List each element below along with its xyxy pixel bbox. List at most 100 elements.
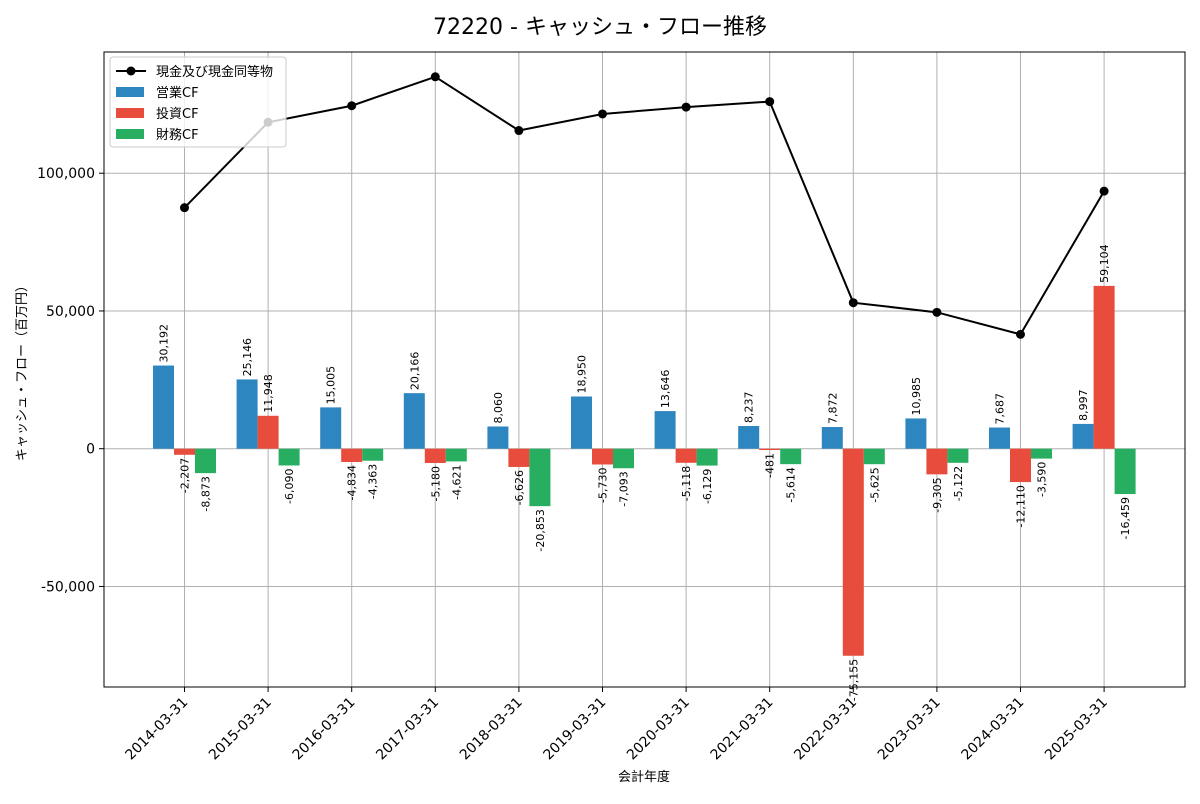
line-point-2014-03-31 <box>180 203 189 213</box>
data-label-財務CF-2021-03-31: -5,614 <box>785 467 798 502</box>
bar-投資CF-2018-03-31 <box>508 448 530 467</box>
x-tick-label: 2024-03-31 <box>958 695 1027 764</box>
data-label-投資CF-2016-03-31: -4,834 <box>346 465 359 500</box>
line-point-2017-03-31 <box>430 72 440 82</box>
bar-layer <box>153 285 1136 656</box>
y-tick-label: 100,000 <box>37 166 95 182</box>
bar-投資CF-2015-03-31 <box>257 415 279 449</box>
bar-財務CF-2018-03-31 <box>529 448 551 507</box>
x-tick-label: 2018-03-31 <box>457 695 526 764</box>
data-label-投資CF-2018-03-31: -6,626 <box>513 470 526 505</box>
bar-投資CF-2022-03-31 <box>842 448 864 656</box>
data-label-財務CF-2016-03-31: -4,363 <box>367 464 380 499</box>
x-tick-label: 2021-03-31 <box>708 695 777 764</box>
data-label-財務CF-2014-03-31: -8,873 <box>200 476 213 511</box>
bar-投資CF-2016-03-31 <box>341 448 363 463</box>
bar-営業CF-2022-03-31 <box>821 427 843 449</box>
bar-営業CF-2025-03-31 <box>1072 423 1094 449</box>
data-label-営業CF-2016-03-31: 15,005 <box>325 366 338 405</box>
bar-投資CF-2017-03-31 <box>424 448 446 463</box>
data-label-投資CF-2024-03-31: -12,110 <box>1015 485 1028 527</box>
x-axis: 2014-03-31 2015-03-31 2016-03-31 2017-03-31… <box>122 687 1111 764</box>
data-label-営業CF-2014-03-31: 30,192 <box>158 324 171 363</box>
bar-財務CF-2025-03-31 <box>1114 448 1136 495</box>
data-label-営業CF-2022-03-31: 7,872 <box>826 393 839 425</box>
plot-frame <box>103 51 1186 688</box>
x-tick-label: 2015-03-31 <box>206 695 275 764</box>
bar-財務CF-2019-03-31 <box>613 448 634 469</box>
line-point-2020-03-31 <box>681 102 691 112</box>
legend-line-marker <box>126 66 136 76</box>
line-現金及び現金同等物 <box>183 75 1105 336</box>
bar-財務CF-2020-03-31 <box>696 448 718 466</box>
bar-営業CF-2023-03-31 <box>905 418 927 449</box>
line-point-2024-03-31 <box>1016 329 1025 339</box>
data-label-財務CF-2017-03-31: -4,621 <box>450 464 463 499</box>
bar-営業CF-2015-03-31 <box>236 379 258 449</box>
data-label-財務CF-2024-03-31: -3,590 <box>1036 462 1049 497</box>
data-label-財務CF-2018-03-31: -20,853 <box>534 509 547 551</box>
bar-財務CF-2021-03-31 <box>780 448 802 465</box>
data-label-投資CF-2014-03-31: -2,207 <box>179 458 192 493</box>
line-point-2021-03-31 <box>765 97 775 107</box>
bar-営業CF-2019-03-31 <box>571 396 592 449</box>
data-label-財務CF-2025-03-31: -16,459 <box>1119 497 1132 539</box>
data-label-営業CF-2023-03-31: 10,985 <box>910 377 923 416</box>
data-label-投資CF-2017-03-31: -5,180 <box>429 466 442 501</box>
x-tick-label: 2020-03-31 <box>624 695 693 764</box>
data-label-財務CF-2020-03-31: -6,129 <box>701 469 714 504</box>
y-axis-label: キャッシュ・フロー（百万円） <box>15 279 30 461</box>
data-label-財務CF-2019-03-31: -7,093 <box>618 471 631 506</box>
x-tick-label: 2025-03-31 <box>1042 695 1111 764</box>
legend-swatch-財務CF <box>116 129 144 139</box>
bar-営業CF-2017-03-31 <box>403 393 425 449</box>
bar-財務CF-2016-03-31 <box>362 448 384 461</box>
data-label-営業CF-2017-03-31: 20,166 <box>408 352 421 391</box>
data-label-営業CF-2024-03-31: 7,687 <box>994 393 1007 425</box>
line-point-2023-03-31 <box>932 307 942 317</box>
bar-財務CF-2024-03-31 <box>1031 448 1052 459</box>
line-layer <box>180 72 1109 339</box>
bar-財務CF-2022-03-31 <box>863 448 885 465</box>
bar-財務CF-2014-03-31 <box>195 448 216 474</box>
x-tick-label: 2014-03-31 <box>122 695 191 764</box>
line-point-2025-03-31 <box>1099 186 1109 196</box>
bar-財務CF-2017-03-31 <box>445 448 467 462</box>
bar-投資CF-2023-03-31 <box>926 448 948 475</box>
data-label-財務CF-2023-03-31: -5,122 <box>952 466 965 501</box>
legend-swatch-投資CF <box>116 108 144 118</box>
bar-営業CF-2014-03-31 <box>153 365 174 449</box>
x-axis-label: 会計年度 <box>618 769 670 785</box>
legend-box <box>109 56 287 148</box>
bar-営業CF-2024-03-31 <box>989 427 1010 449</box>
x-tick-label: 2016-03-31 <box>290 695 359 764</box>
y-axis: -50,000 0 50,000 100,000 <box>37 166 104 595</box>
y-tick-label: 50,000 <box>46 304 95 320</box>
bar-投資CF-2020-03-31 <box>675 448 697 463</box>
bar-投資CF-2024-03-31 <box>1010 448 1031 483</box>
x-tick-label: 2022-03-31 <box>791 695 860 764</box>
x-tick-label: 2023-03-31 <box>875 695 944 764</box>
bar-営業CF-2018-03-31 <box>487 426 509 449</box>
data-label-営業CF-2018-03-31: 8,060 <box>492 392 505 424</box>
data-label-営業CF-2025-03-31: 8,997 <box>1077 389 1090 421</box>
x-tick-label: 2017-03-31 <box>373 695 442 764</box>
line-point-2018-03-31 <box>514 126 524 136</box>
bar-投資CF-2019-03-31 <box>592 448 613 465</box>
bar-投資CF-2025-03-31 <box>1093 285 1115 449</box>
data-label-投資CF-2020-03-31: -5,118 <box>680 466 693 501</box>
legend-label-現金及び現金同等物: 現金及び現金同等物 <box>156 64 273 80</box>
x-tick-label: 2019-03-31 <box>540 695 609 764</box>
line-point-2022-03-31 <box>848 298 858 308</box>
chart-title: 72220 - キャッシュ・フロー推移 <box>433 15 767 40</box>
bar-投資CF-2021-03-31 <box>759 448 781 451</box>
data-label-layer: 30,192 25,146 15,005 20,166 8,060 18,950 13,64… <box>158 244 1133 701</box>
data-label-営業CF-2019-03-31: 18,950 <box>576 355 589 394</box>
legend-label-財務CF: 財務CF <box>156 128 199 143</box>
data-label-営業CF-2015-03-31: 25,146 <box>241 338 254 377</box>
bar-営業CF-2016-03-31 <box>320 407 342 449</box>
bar-営業CF-2020-03-31 <box>654 411 676 449</box>
